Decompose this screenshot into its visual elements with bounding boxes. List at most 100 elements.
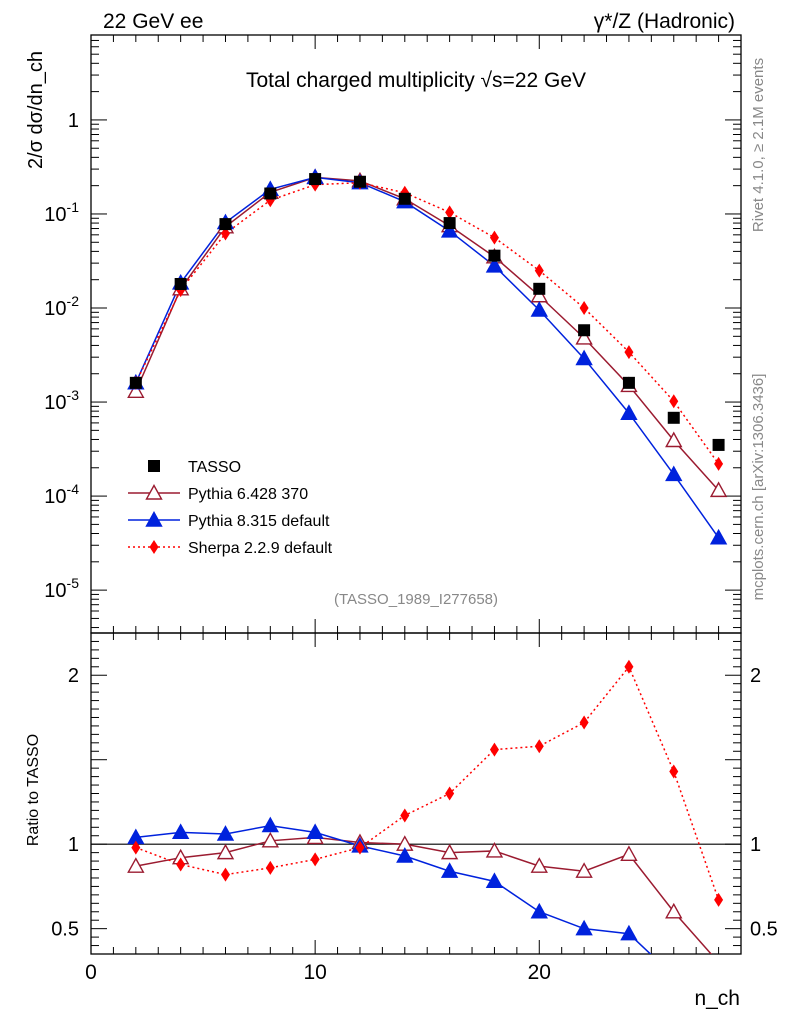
ratio-y-tick-label-right: 1	[750, 834, 761, 856]
data-point-tasso	[488, 249, 501, 262]
header-left: 22 GeV ee	[103, 10, 203, 33]
ratio-point-pythia-8-315-default	[261, 816, 279, 833]
ratio-y-tick-label: 1	[68, 834, 79, 856]
ratio-point-sherpa-2-2-9-default	[176, 857, 186, 872]
x-tick-label: 20	[528, 961, 551, 984]
data-point-tasso	[309, 173, 322, 186]
data-point-sherpa-2-2-9-default	[489, 230, 499, 245]
y-tick-label: 10-3	[44, 387, 79, 414]
ratio-line-pythia-8-315-default	[135, 824, 652, 954]
data-point-pythia-6-428-370	[575, 329, 593, 345]
data-point-sherpa-2-2-9-default	[445, 205, 455, 220]
data-point-pythia-8-315-default	[709, 528, 728, 545]
ratio-point-sherpa-2-2-9-default	[669, 764, 679, 779]
ratio-point-pythia-8-315-default	[396, 847, 414, 863]
x-axis-label: n_ch	[694, 987, 740, 1010]
analysis-tag: (TASSO_1989_I277658)	[334, 591, 498, 608]
top-y-axis-label: 2/σ dσ/dn_ch	[25, 51, 47, 169]
data-point-pythia-6-428-370	[127, 382, 145, 399]
data-point-sherpa-2-2-9-default	[669, 394, 679, 409]
data-point-sherpa-2-2-9-default	[534, 263, 544, 278]
data-point-tasso	[353, 175, 366, 188]
ratio-point-pythia-6-428-370	[216, 843, 235, 860]
ratio-point-sherpa-2-2-9-default	[355, 840, 365, 855]
data-point-pythia-8-315-default	[530, 301, 548, 317]
data-point-tasso	[578, 324, 591, 337]
data-point-tasso	[174, 277, 187, 290]
ratio-point-pythia-6-428-370	[485, 842, 504, 858]
data-point-tasso	[264, 187, 277, 200]
legend-marker-tasso	[148, 460, 160, 472]
ratio-point-sherpa-2-2-9-default	[400, 808, 410, 823]
ratio-plot-frame	[90, 632, 742, 955]
data-point-pythia-8-315-default	[665, 465, 683, 482]
legend-label-pythia-6-428-370: Pythia 6.428 370	[188, 486, 308, 503]
y-tick-label: 10-5	[44, 575, 79, 602]
data-point-tasso	[219, 218, 232, 231]
y-tick-label: 1	[68, 110, 79, 132]
ratio-point-sherpa-2-2-9-default	[714, 892, 724, 907]
ratio-series-group	[127, 659, 724, 954]
legend-marker-pythia-6-428-370	[145, 484, 163, 500]
ratio-point-pythia-6-428-370	[665, 902, 683, 919]
data-point-tasso	[667, 411, 680, 424]
ratio-point-sherpa-2-2-9-default	[445, 786, 455, 801]
ratio-point-sherpa-2-2-9-default	[489, 742, 499, 757]
legend-label-tasso: TASSO	[188, 459, 241, 476]
data-point-tasso	[398, 192, 411, 205]
legend-marker-sherpa-2-2-9-default	[149, 540, 159, 554]
ratio-point-pythia-6-428-370	[575, 862, 593, 878]
ratio-point-pythia-8-315-default	[171, 823, 190, 840]
mcplots-label: mcplots.cern.ch [arXiv:1306.3436]	[750, 374, 767, 601]
data-point-tasso	[129, 376, 142, 389]
data-point-pythia-6-428-370	[709, 481, 728, 498]
chart-title: Total charged multiplicity √s=22 GeV	[246, 69, 586, 92]
x-tick-label: 10	[303, 961, 326, 984]
y-tick-label: 10-1	[44, 199, 79, 226]
data-point-sherpa-2-2-9-default	[579, 301, 589, 316]
rivet-label: Rivet 4.1.0, ≥ 2.1M events	[750, 58, 767, 232]
data-point-pythia-8-315-default	[620, 404, 638, 420]
ratio-point-pythia-6-428-370	[127, 857, 145, 873]
data-point-pythia-8-315-default	[440, 221, 459, 238]
x-tick-label: 0	[85, 961, 97, 984]
ratio-point-sherpa-2-2-9-default	[534, 739, 544, 754]
data-point-sherpa-2-2-9-default	[624, 345, 634, 360]
ratio-point-pythia-6-428-370	[261, 831, 279, 848]
data-point-sherpa-2-2-9-default	[714, 456, 724, 471]
ratio-point-sherpa-2-2-9-default	[579, 715, 589, 730]
data-point-pythia-8-315-default	[485, 257, 504, 273]
ratio-line-pythia-6-428-370	[135, 836, 713, 954]
ratio-point-pythia-6-428-370	[440, 843, 459, 860]
y-tick-label: 10-2	[44, 293, 79, 320]
ratio-y-tick-label: 2	[68, 665, 79, 687]
ratio-line-sherpa-2-2-9-default	[135, 665, 720, 901]
series-line-pythia-8-315-default	[135, 176, 720, 539]
data-point-pythia-6-428-370	[665, 431, 683, 448]
data-point-tasso	[622, 376, 635, 389]
header-right: γ*/Z (Hadronic)	[594, 10, 735, 33]
series-line-sherpa-2-2-9-default	[135, 181, 720, 465]
ratio-point-pythia-8-315-default	[620, 924, 638, 941]
series-line-pythia-6-428-370	[135, 176, 720, 491]
legend-label-sherpa-2-2-9-default: Sherpa 2.2.9 default	[188, 540, 333, 557]
ratio-point-pythia-8-315-default	[306, 823, 324, 840]
ratio-point-sherpa-2-2-9-default	[220, 867, 230, 882]
legend-marker-pythia-8-315-default	[145, 511, 163, 527]
ratio-point-sherpa-2-2-9-default	[310, 852, 320, 867]
ratio-y-tick-label-right: 2	[750, 665, 761, 687]
legend-label-pythia-8-315-default: Pythia 8.315 default	[188, 513, 330, 530]
ratio-point-sherpa-2-2-9-default	[265, 860, 275, 875]
ratio-point-pythia-6-428-370	[530, 857, 548, 873]
ratio-y-tick-label: 0.5	[51, 919, 79, 941]
y-tick-label: 10-4	[44, 481, 79, 508]
ratio-point-pythia-8-315-default	[440, 862, 459, 878]
data-point-tasso	[443, 217, 456, 230]
ratio-point-sherpa-2-2-9-default	[131, 840, 141, 855]
ratio-point-pythia-8-315-default	[485, 872, 504, 889]
ratio-point-pythia-8-315-default	[216, 825, 235, 841]
top-series-group	[127, 168, 728, 545]
ratio-point-sherpa-2-2-9-default	[624, 659, 634, 674]
ratio-y-axis-label: Ratio to TASSO	[25, 734, 42, 846]
